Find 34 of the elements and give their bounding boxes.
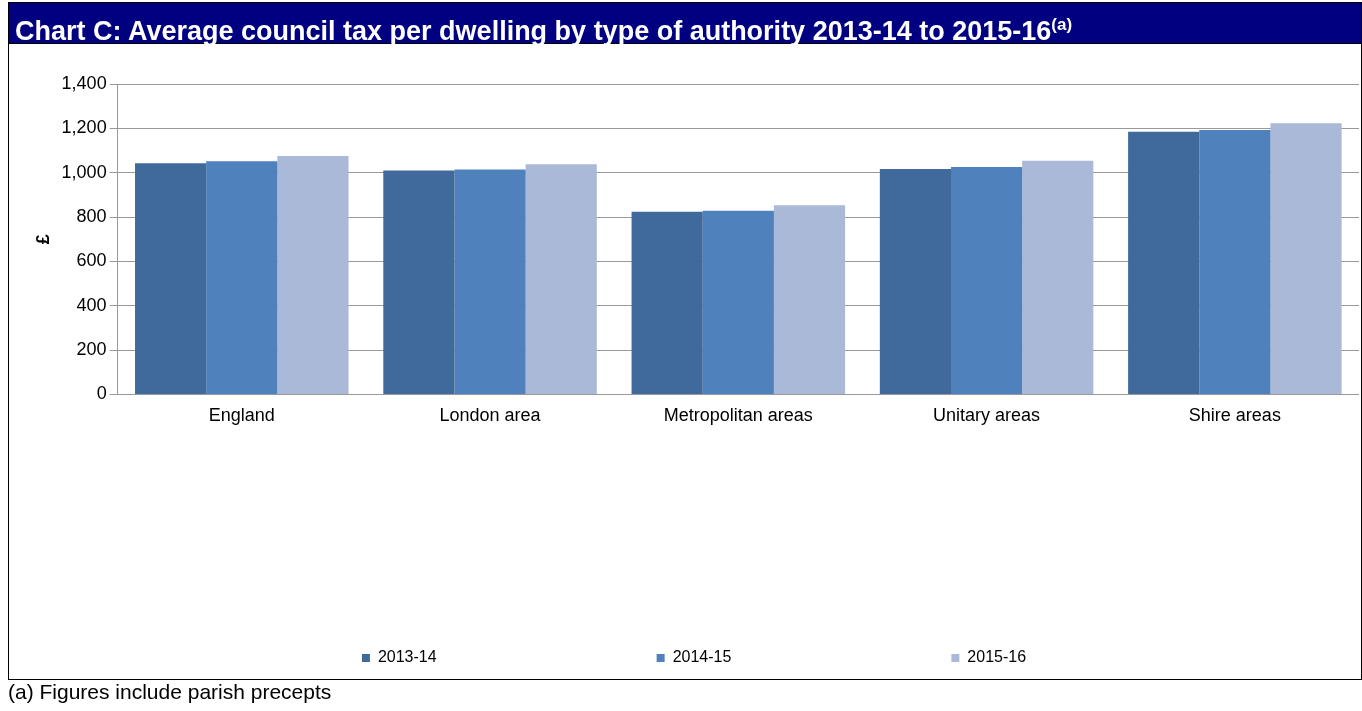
bar: [135, 163, 207, 394]
legend-label: 2015-16: [967, 648, 1027, 666]
bar: [1128, 131, 1200, 394]
bar: [383, 170, 455, 394]
y-tick-label: 400: [76, 294, 107, 315]
legend-label: 2014-15: [672, 648, 732, 666]
x-tick-label: Unitary areas: [933, 405, 1041, 426]
bar: [277, 156, 349, 394]
x-tick-label: Metropolitan areas: [663, 405, 813, 426]
bar: [773, 205, 846, 394]
bar: [879, 168, 952, 394]
bar: [525, 164, 597, 394]
y-tick-label: 800: [76, 206, 107, 226]
y-tick-label: 200: [76, 339, 107, 360]
y-axis-title: £: [32, 234, 53, 245]
legend-label: 2013-14: [377, 648, 437, 666]
x-tick-label: Shire areas: [1188, 405, 1281, 426]
y-tick-label: 600: [76, 250, 107, 271]
bar: [1199, 129, 1271, 394]
bar: [631, 211, 703, 394]
x-tick-label: England: [208, 405, 275, 426]
y-tick-label: 1,200: [61, 117, 107, 138]
bar: [206, 161, 278, 394]
bar: [702, 210, 774, 394]
bar: [1022, 160, 1094, 394]
chart-title: Chart C: Average council tax per dwelling by type of authority 2013-14 to 2015-16$^{(a)}$: [8, 2, 1362, 46]
y-tick-label: 0: [96, 383, 107, 404]
y-tick-label: 1,400: [61, 72, 107, 93]
y-tick-label: 1,000: [61, 161, 107, 182]
bar: [454, 169, 526, 394]
bar: [1270, 123, 1342, 394]
x-tick-label: London area: [439, 405, 542, 426]
text: (a) Figures include parish precepts: [8, 680, 333, 704]
bar: [951, 166, 1023, 394]
